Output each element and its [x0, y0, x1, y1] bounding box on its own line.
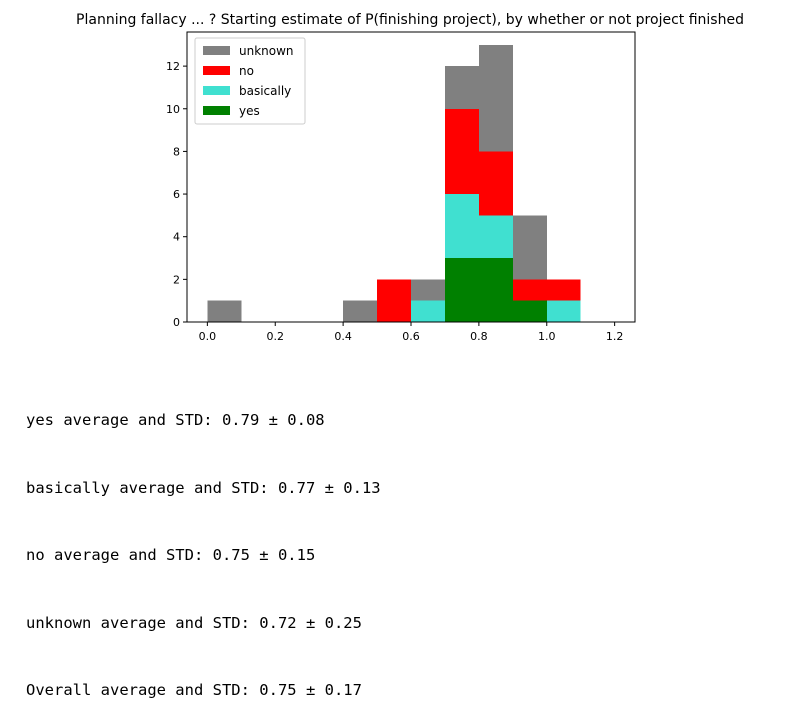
bar-yes-9	[512, 300, 547, 322]
bar-yes-7	[444, 258, 479, 322]
legend-swatch-unknown	[203, 46, 230, 55]
x-tick-label: 0.2	[266, 330, 284, 343]
bar-basically-6	[411, 300, 445, 322]
stats-output: yes average and STD: 0.79 ± 0.08 basical…	[26, 364, 381, 724]
stat-line-overall: Overall average and STD: 0.75 ± 0.17	[26, 681, 362, 699]
legend-label-basically: basically	[239, 84, 291, 98]
y-tick-label: 4	[173, 231, 180, 244]
y-tick-label: 12	[166, 60, 180, 73]
bar-unknown-0	[207, 300, 242, 322]
histogram-chart: Planning fallacy ... ? Starting estimate…	[76, 12, 744, 343]
bars-layer	[207, 44, 581, 322]
x-tick-label: 0.0	[199, 330, 217, 343]
y-tick-label: 8	[173, 145, 180, 158]
x-tick-label: 1.0	[538, 330, 556, 343]
bar-unknown-7	[444, 66, 479, 109]
bar-no-5	[377, 279, 411, 322]
legend-swatch-basically	[203, 86, 230, 95]
x-tick-label: 0.6	[402, 330, 420, 343]
y-tick-label: 10	[166, 103, 180, 116]
y-tick-label: 0	[173, 316, 180, 329]
bar-no-8	[478, 151, 513, 216]
axes-layer: 0.0 0.2 0.4 0.6 0.8 1.0 1.2 0 2 4 6 8 10 12	[166, 60, 623, 343]
legend-label-unknown: unknown	[239, 44, 294, 58]
bar-basically-7	[444, 194, 479, 259]
bar-unknown-4	[343, 300, 378, 322]
stat-line-yes: yes average and STD: 0.79 ± 0.08	[26, 411, 325, 429]
y-tick-label: 6	[173, 188, 180, 201]
x-tick-label: 0.8	[470, 330, 488, 343]
stat-line-unknown: unknown average and STD: 0.72 ± 0.25	[26, 613, 362, 632]
legend-swatch-no	[203, 66, 230, 75]
bar-basically-8	[478, 215, 513, 259]
y-tick-label: 2	[173, 273, 180, 286]
bar-no-9	[512, 279, 547, 301]
x-tick-label: 0.4	[334, 330, 352, 343]
bar-basically-10	[546, 300, 581, 322]
bar-yes-8	[478, 258, 513, 322]
x-tick-label: 1.2	[606, 330, 624, 343]
bar-unknown-9	[512, 215, 547, 280]
bar-unknown-6	[411, 279, 445, 301]
bar-no-7	[444, 108, 479, 195]
chart-title: Planning fallacy ... ? Starting estimate…	[76, 12, 744, 28]
stat-line-basically: basically average and STD: 0.77 ± 0.13	[26, 478, 381, 497]
legend-label-no: no	[239, 64, 254, 78]
bar-no-10	[546, 279, 581, 301]
legend-swatch-yes	[203, 106, 230, 115]
legend: unknown no basically yes	[194, 37, 306, 125]
stat-line-no: no average and STD: 0.75 ± 0.15	[26, 546, 316, 564]
legend-label-yes: yes	[239, 104, 260, 118]
bar-unknown-8	[478, 44, 513, 152]
